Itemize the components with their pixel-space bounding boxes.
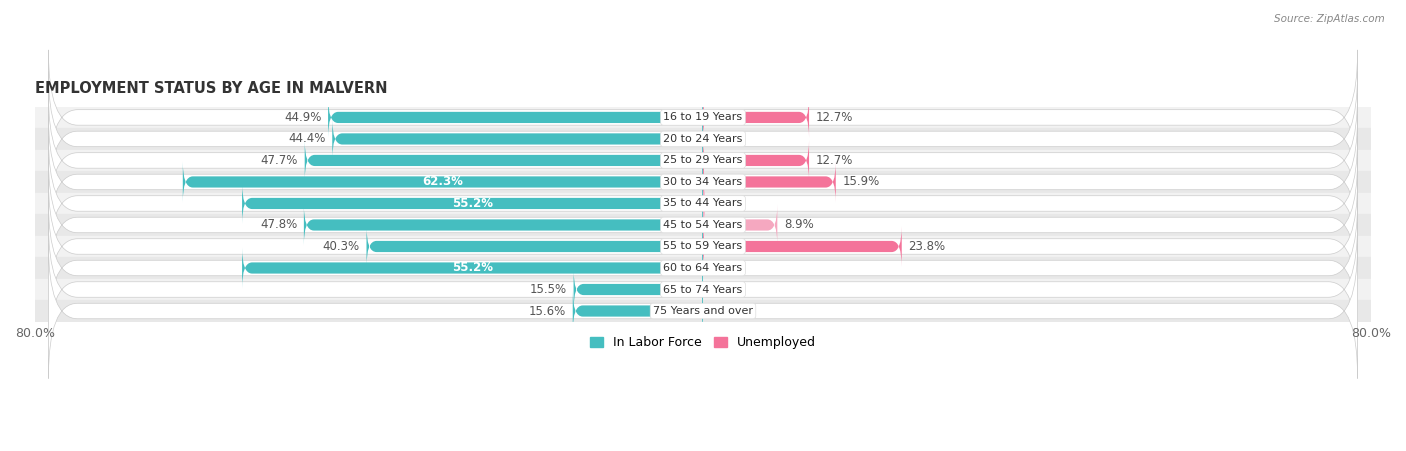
Bar: [35, 150, 1371, 171]
FancyBboxPatch shape: [703, 205, 778, 245]
FancyBboxPatch shape: [703, 97, 808, 138]
Text: 12.7%: 12.7%: [815, 111, 853, 124]
FancyBboxPatch shape: [242, 183, 703, 224]
FancyBboxPatch shape: [48, 200, 1358, 336]
Text: 0.0%: 0.0%: [710, 283, 740, 296]
FancyBboxPatch shape: [48, 157, 1358, 293]
Text: 55 to 59 Years: 55 to 59 Years: [664, 241, 742, 252]
FancyBboxPatch shape: [695, 183, 713, 224]
Text: 15.6%: 15.6%: [529, 304, 567, 318]
FancyBboxPatch shape: [703, 226, 901, 267]
FancyBboxPatch shape: [48, 136, 1358, 271]
Bar: [35, 128, 1371, 150]
Text: 35 to 44 Years: 35 to 44 Years: [664, 198, 742, 208]
Text: 0.0%: 0.0%: [710, 304, 740, 318]
Text: 65 to 74 Years: 65 to 74 Years: [664, 285, 742, 295]
FancyBboxPatch shape: [305, 140, 703, 181]
FancyBboxPatch shape: [48, 71, 1358, 207]
Text: 44.9%: 44.9%: [284, 111, 322, 124]
Text: 8.9%: 8.9%: [785, 218, 814, 231]
FancyBboxPatch shape: [328, 97, 703, 138]
FancyBboxPatch shape: [48, 222, 1358, 357]
Text: 45 to 54 Years: 45 to 54 Years: [664, 220, 742, 230]
Bar: [35, 214, 1371, 236]
FancyBboxPatch shape: [48, 244, 1358, 378]
Text: 0.0%: 0.0%: [710, 133, 740, 145]
FancyBboxPatch shape: [703, 162, 835, 202]
Text: 15.9%: 15.9%: [842, 175, 880, 189]
FancyBboxPatch shape: [572, 291, 703, 331]
FancyBboxPatch shape: [48, 179, 1358, 314]
FancyBboxPatch shape: [332, 119, 703, 159]
Text: 40.3%: 40.3%: [323, 240, 360, 253]
Text: 30 to 34 Years: 30 to 34 Years: [664, 177, 742, 187]
Text: 55.2%: 55.2%: [453, 197, 494, 210]
Text: 75 Years and over: 75 Years and over: [652, 306, 754, 316]
Text: 16 to 19 Years: 16 to 19 Years: [664, 112, 742, 122]
Text: 44.4%: 44.4%: [288, 133, 326, 145]
FancyBboxPatch shape: [48, 93, 1358, 228]
Bar: [35, 257, 1371, 279]
Text: 0.0%: 0.0%: [710, 262, 740, 275]
Bar: [35, 236, 1371, 257]
FancyBboxPatch shape: [367, 226, 703, 267]
FancyBboxPatch shape: [242, 248, 703, 288]
Text: 60 to 64 Years: 60 to 64 Years: [664, 263, 742, 273]
Text: EMPLOYMENT STATUS BY AGE IN MALVERN: EMPLOYMENT STATUS BY AGE IN MALVERN: [35, 81, 388, 96]
FancyBboxPatch shape: [703, 140, 808, 181]
Bar: [35, 171, 1371, 193]
Bar: [35, 279, 1371, 300]
FancyBboxPatch shape: [48, 50, 1358, 185]
Text: 12.7%: 12.7%: [815, 154, 853, 167]
Text: Source: ZipAtlas.com: Source: ZipAtlas.com: [1274, 14, 1385, 23]
FancyBboxPatch shape: [304, 205, 703, 245]
Text: 47.8%: 47.8%: [260, 218, 297, 231]
Legend: In Labor Force, Unemployed: In Labor Force, Unemployed: [585, 331, 821, 354]
Text: 55.2%: 55.2%: [453, 262, 494, 275]
Text: 15.5%: 15.5%: [530, 283, 567, 296]
FancyBboxPatch shape: [574, 269, 703, 310]
Text: 23.8%: 23.8%: [908, 240, 945, 253]
FancyBboxPatch shape: [183, 162, 703, 202]
Text: 62.3%: 62.3%: [422, 175, 464, 189]
Bar: [35, 300, 1371, 322]
Bar: [35, 107, 1371, 128]
Bar: [35, 193, 1371, 214]
FancyBboxPatch shape: [48, 115, 1358, 249]
Text: 0.2%: 0.2%: [711, 197, 741, 210]
Text: 25 to 29 Years: 25 to 29 Years: [664, 156, 742, 166]
Text: 20 to 24 Years: 20 to 24 Years: [664, 134, 742, 144]
Text: 47.7%: 47.7%: [260, 154, 298, 167]
